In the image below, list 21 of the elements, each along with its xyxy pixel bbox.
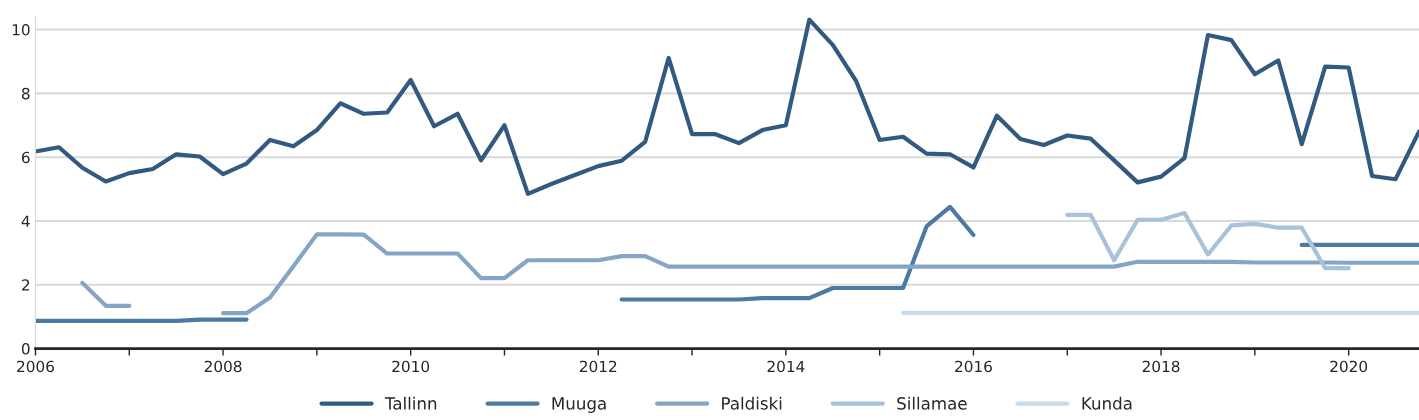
y-tick-label: 2 <box>22 279 30 291</box>
y-tick-label: 6 <box>21 151 30 164</box>
x-tick-label: 2008 <box>204 360 242 373</box>
x-tick-label: 2006 <box>17 360 54 373</box>
line-series <box>1065 210 1351 271</box>
legend-label: Paldiski <box>722 396 782 410</box>
y-tick-label: 4 <box>21 215 30 227</box>
x-tick-label: 2018 <box>1142 360 1180 373</box>
legend-label: Tallinn <box>384 396 437 410</box>
x-tick-label: 2010 <box>392 360 430 373</box>
line-series <box>35 17 1419 196</box>
y-tick-label: 0 <box>21 343 30 355</box>
x-tick-label: 2012 <box>579 360 617 373</box>
legend-label: Sillamae <box>897 396 967 410</box>
legend-label: Kunda <box>1082 396 1132 410</box>
legend-label: Muuga <box>552 397 606 413</box>
y-tick-label: 8 <box>21 87 30 100</box>
x-tick-label: 2016 <box>955 360 992 373</box>
y-tick-label: 10 <box>12 24 30 36</box>
x-tick-label: 2014 <box>767 360 805 373</box>
x-tick-label: 2020 <box>1330 360 1368 373</box>
